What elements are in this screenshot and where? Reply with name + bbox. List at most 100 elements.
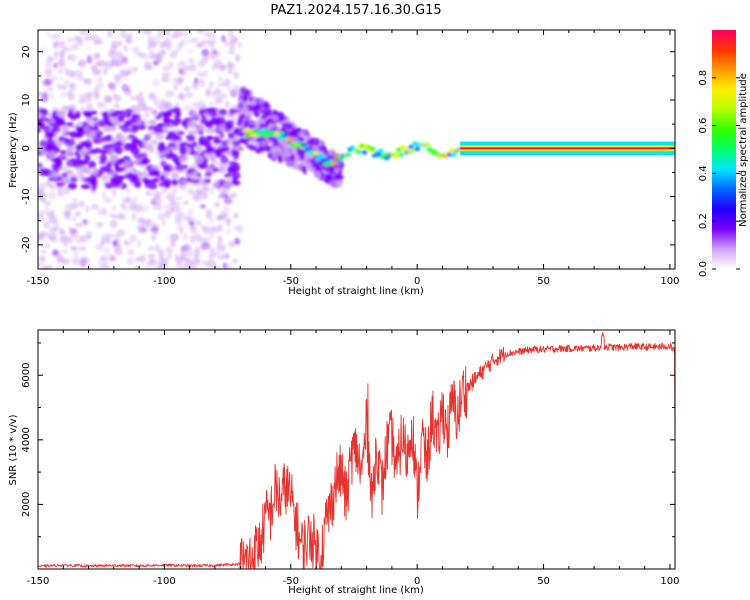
spectrogram-cell bbox=[318, 145, 327, 152]
spectrogram-cell bbox=[100, 174, 106, 181]
spectrogram-cell bbox=[118, 183, 124, 188]
spectrogram-cell bbox=[175, 111, 182, 117]
spectrogram-cell bbox=[187, 58, 195, 64]
spectrogram-cell bbox=[331, 160, 338, 166]
spectrogram-cell bbox=[150, 139, 158, 145]
spectrogram-cell bbox=[60, 84, 68, 90]
spectrogram-cell bbox=[165, 245, 171, 254]
spectrogram-cell bbox=[156, 132, 165, 141]
spectrogram-cell bbox=[232, 179, 238, 185]
spectrogram-cell bbox=[116, 175, 125, 181]
spectrogram-cell bbox=[227, 240, 237, 247]
spectrogram-cell bbox=[113, 94, 121, 103]
spectrogram-cell bbox=[208, 225, 216, 234]
spectrogram-cell bbox=[252, 111, 258, 116]
spectrogram-cell bbox=[205, 236, 211, 245]
spectrogram-cell bbox=[171, 119, 180, 126]
spectrogram-cell bbox=[162, 103, 172, 110]
spectrogram-cell bbox=[278, 140, 286, 148]
spectrogram-cell bbox=[147, 246, 156, 251]
spectrogram-cell bbox=[71, 197, 79, 203]
spectrogram-cell bbox=[194, 155, 204, 164]
spectrogram-cell bbox=[243, 120, 248, 128]
spectrogram-cell bbox=[199, 73, 209, 78]
spectrogram-cell bbox=[42, 110, 49, 116]
spectrogram-cell bbox=[119, 30, 127, 39]
stable-line bbox=[460, 141, 675, 156]
spectrogram-cell bbox=[164, 123, 172, 128]
x-tick-label: -150 bbox=[27, 576, 50, 587]
spectrogram-cell bbox=[171, 157, 182, 162]
spectrogram-cell bbox=[49, 75, 58, 81]
spectrogram-cell bbox=[55, 265, 64, 269]
x-tick-label: 0 bbox=[414, 576, 420, 587]
spectrogram-cell bbox=[147, 92, 155, 100]
spectrogram-cell bbox=[209, 247, 215, 253]
spectrogram-cell bbox=[38, 210, 45, 218]
spectrogram-cell bbox=[140, 53, 150, 60]
spectrogram-cell bbox=[182, 232, 188, 241]
spectrogram-cell bbox=[88, 160, 97, 169]
spectrogram-cell bbox=[175, 215, 181, 223]
spectrogram-cell bbox=[93, 39, 98, 45]
colorbar-gradient bbox=[712, 30, 736, 269]
spectrogram-cell bbox=[66, 159, 76, 168]
spectrogram-cell bbox=[108, 49, 115, 58]
spectrogram-cell bbox=[55, 140, 62, 148]
spectrogram-cell bbox=[209, 80, 214, 89]
spectrogram-cell bbox=[103, 67, 108, 76]
spectrogram-cell bbox=[223, 173, 232, 178]
spectrogram-cell bbox=[71, 216, 77, 222]
spectrogram-cell bbox=[164, 209, 172, 218]
spectrogram-cell bbox=[289, 153, 296, 162]
spectrogram-cell bbox=[141, 104, 148, 112]
spectrogram-cell bbox=[44, 68, 53, 77]
spectrogram-cell bbox=[306, 163, 313, 170]
spectrogram-cell bbox=[53, 61, 60, 70]
spectrogram-cell bbox=[60, 235, 70, 242]
spectrogram-cell bbox=[96, 265, 106, 269]
spectrogram-cell bbox=[39, 150, 49, 155]
spectrogram-cell bbox=[287, 160, 293, 168]
spectrogram-cell bbox=[185, 38, 192, 45]
spectrogram-cell bbox=[227, 48, 236, 56]
spectrogram-cell bbox=[258, 123, 265, 129]
spectrogram-cell bbox=[44, 78, 53, 86]
spectrogram-cell bbox=[159, 50, 165, 58]
y-tick-label: 10 bbox=[21, 94, 32, 107]
spectrogram-cell bbox=[161, 71, 171, 79]
spectrogram-cell bbox=[42, 265, 48, 269]
spectrogram-cell bbox=[216, 241, 222, 249]
spectrogram-cell bbox=[122, 160, 132, 167]
spectrogram-cell bbox=[41, 197, 47, 203]
spectrogram-cell bbox=[200, 114, 206, 120]
colorbar-tick-label: 0.2 bbox=[698, 213, 709, 229]
spectrogram-cell bbox=[247, 124, 256, 129]
spectrogram-cell bbox=[48, 235, 54, 240]
snr-x-ticks: -150 -100 -50 0 50 100 bbox=[27, 330, 679, 587]
spectrogram-cell bbox=[262, 104, 270, 109]
spectrogram-cell bbox=[117, 158, 125, 165]
spectrogram-cell bbox=[73, 35, 81, 42]
spectrogram-cell bbox=[122, 70, 132, 76]
spectrogram-cell bbox=[241, 90, 250, 95]
spectrogram-cell bbox=[232, 258, 239, 264]
spectrogram-cell bbox=[67, 226, 73, 233]
spectrogram-cell bbox=[230, 108, 240, 114]
spectrogram-cell bbox=[113, 140, 123, 148]
spectrogram-cell bbox=[201, 48, 210, 57]
spectrogram-cell bbox=[291, 129, 297, 137]
y-tick-label: 2000 bbox=[21, 492, 32, 517]
spectrogram-cell bbox=[184, 92, 194, 98]
spectrogram-cell bbox=[208, 40, 215, 49]
spectrogram-cell bbox=[424, 142, 431, 147]
spectrogram-cell bbox=[160, 188, 168, 194]
spectrogram-cell bbox=[313, 150, 320, 156]
spectrogram-cell bbox=[204, 178, 212, 184]
spectrogram-cell bbox=[92, 117, 99, 122]
spectrogram-cell bbox=[138, 227, 146, 233]
spectrogram-cell bbox=[55, 181, 65, 188]
spectrogram-cell bbox=[201, 191, 208, 200]
spectrogram-cell bbox=[107, 126, 117, 132]
spectrogram-cell bbox=[206, 135, 213, 140]
